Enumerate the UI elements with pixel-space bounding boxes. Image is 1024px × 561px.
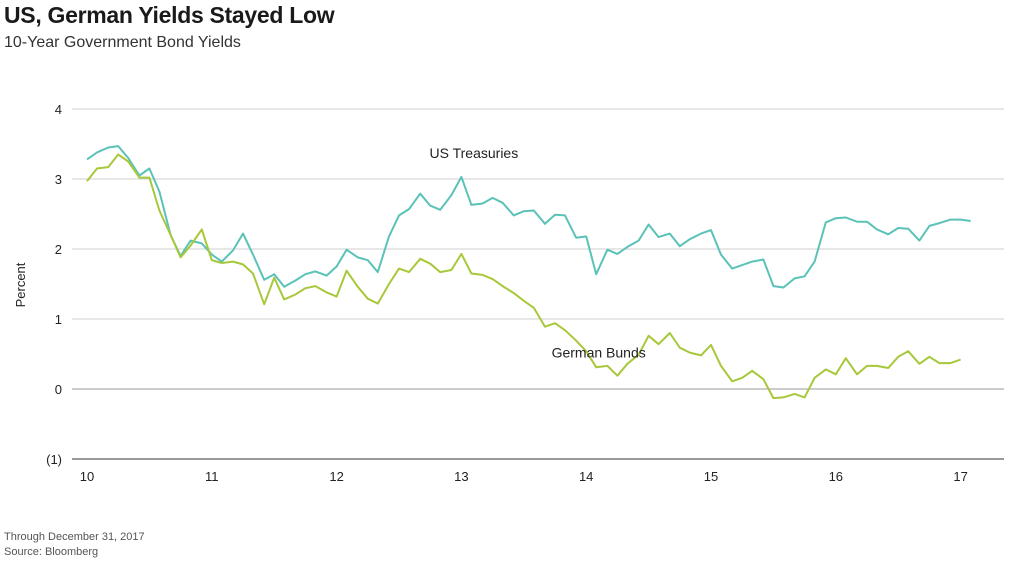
x-tick-label: 10	[80, 469, 94, 484]
x-tick-label: 15	[704, 469, 718, 484]
german-bunds-label: German Bunds	[552, 345, 646, 361]
y-tick-label: (1)	[46, 452, 62, 467]
series-lines	[86, 145, 971, 400]
gridlines	[72, 108, 1004, 460]
x-tick-label: 13	[454, 469, 468, 484]
y-tick-label: 3	[55, 172, 62, 187]
source-note: Source: Bloomberg	[4, 546, 99, 558]
footnote-date: Through December 31, 2017	[4, 531, 145, 543]
german-bunds-line	[86, 153, 961, 400]
x-tick-label: 14	[579, 469, 593, 484]
x-tick-label: 16	[829, 469, 843, 484]
y-tick-label: 2	[55, 242, 62, 257]
y-tick-label: 4	[55, 102, 62, 117]
us-treasuries-line	[86, 145, 971, 289]
x-tick-label: 17	[953, 469, 967, 484]
x-tick-label: 11	[205, 469, 219, 484]
y-axis-label: Percent	[13, 262, 28, 307]
chart-subtitle: 10-Year Government Bond Yields	[4, 34, 241, 51]
us-treasuries-label: US Treasuries	[430, 145, 519, 161]
y-tick-label: 1	[55, 312, 62, 327]
y-tick-label: 0	[55, 382, 62, 397]
series-annotations: US Treasuries German Bunds	[430, 145, 646, 361]
x-tick-label: 12	[329, 469, 343, 484]
chart-title: US, German Yields Stayed Low	[4, 2, 335, 28]
x-axis-ticks: 10 11 12 13 14 15 16 17	[80, 469, 968, 484]
y-axis-ticks: 4 3 2 1 0 (1)	[46, 102, 62, 467]
